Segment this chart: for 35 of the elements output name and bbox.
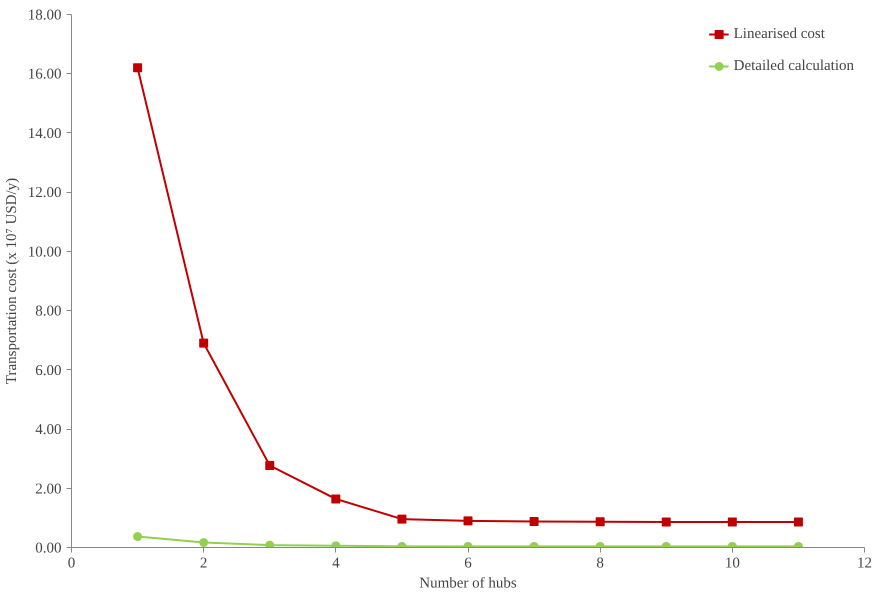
point (662, 518, 671, 527)
point (133, 532, 142, 542)
point (794, 518, 803, 527)
x-tick-label: 2 (200, 556, 208, 572)
y-tick-label: 2.00 (35, 481, 62, 498)
y-tick-label: 8.00 (35, 304, 62, 320)
legend-label: Detailed calculation (734, 58, 854, 74)
y-tick-label: 4.00 (35, 422, 62, 438)
y-tick-label: 14.00 (28, 126, 62, 142)
point (331, 494, 340, 504)
y-axis-title: Transportation cost (x 10⁷ USD/y) (4, 178, 20, 384)
x-tick-label: 4 (332, 556, 340, 572)
point (199, 338, 208, 348)
point (265, 460, 274, 470)
legend-label: Linearised cost (734, 26, 825, 42)
y-tick-label: 0.00 (35, 540, 62, 556)
x-axis-title: Number of hubs (419, 576, 517, 592)
point (133, 63, 142, 72)
x-tick-label: 12 (857, 556, 872, 572)
x-tick-label: 0 (68, 556, 76, 572)
point (397, 514, 406, 524)
y-tick-label: 16.00 (28, 66, 62, 83)
y-tick-label: 12.00 (28, 185, 62, 202)
point (596, 517, 605, 526)
x-tick-label: 6 (464, 556, 472, 572)
point (199, 538, 208, 547)
point (728, 518, 737, 527)
y-tick-label: 10.00 (28, 244, 62, 260)
x-tick-label: 8 (596, 556, 604, 572)
y-tick-label: 18.00 (28, 8, 62, 24)
x-tick-label: 10 (724, 556, 740, 572)
point (464, 516, 472, 526)
point (265, 540, 274, 548)
y-tick-label: 6.00 (35, 362, 62, 379)
point (530, 516, 539, 526)
